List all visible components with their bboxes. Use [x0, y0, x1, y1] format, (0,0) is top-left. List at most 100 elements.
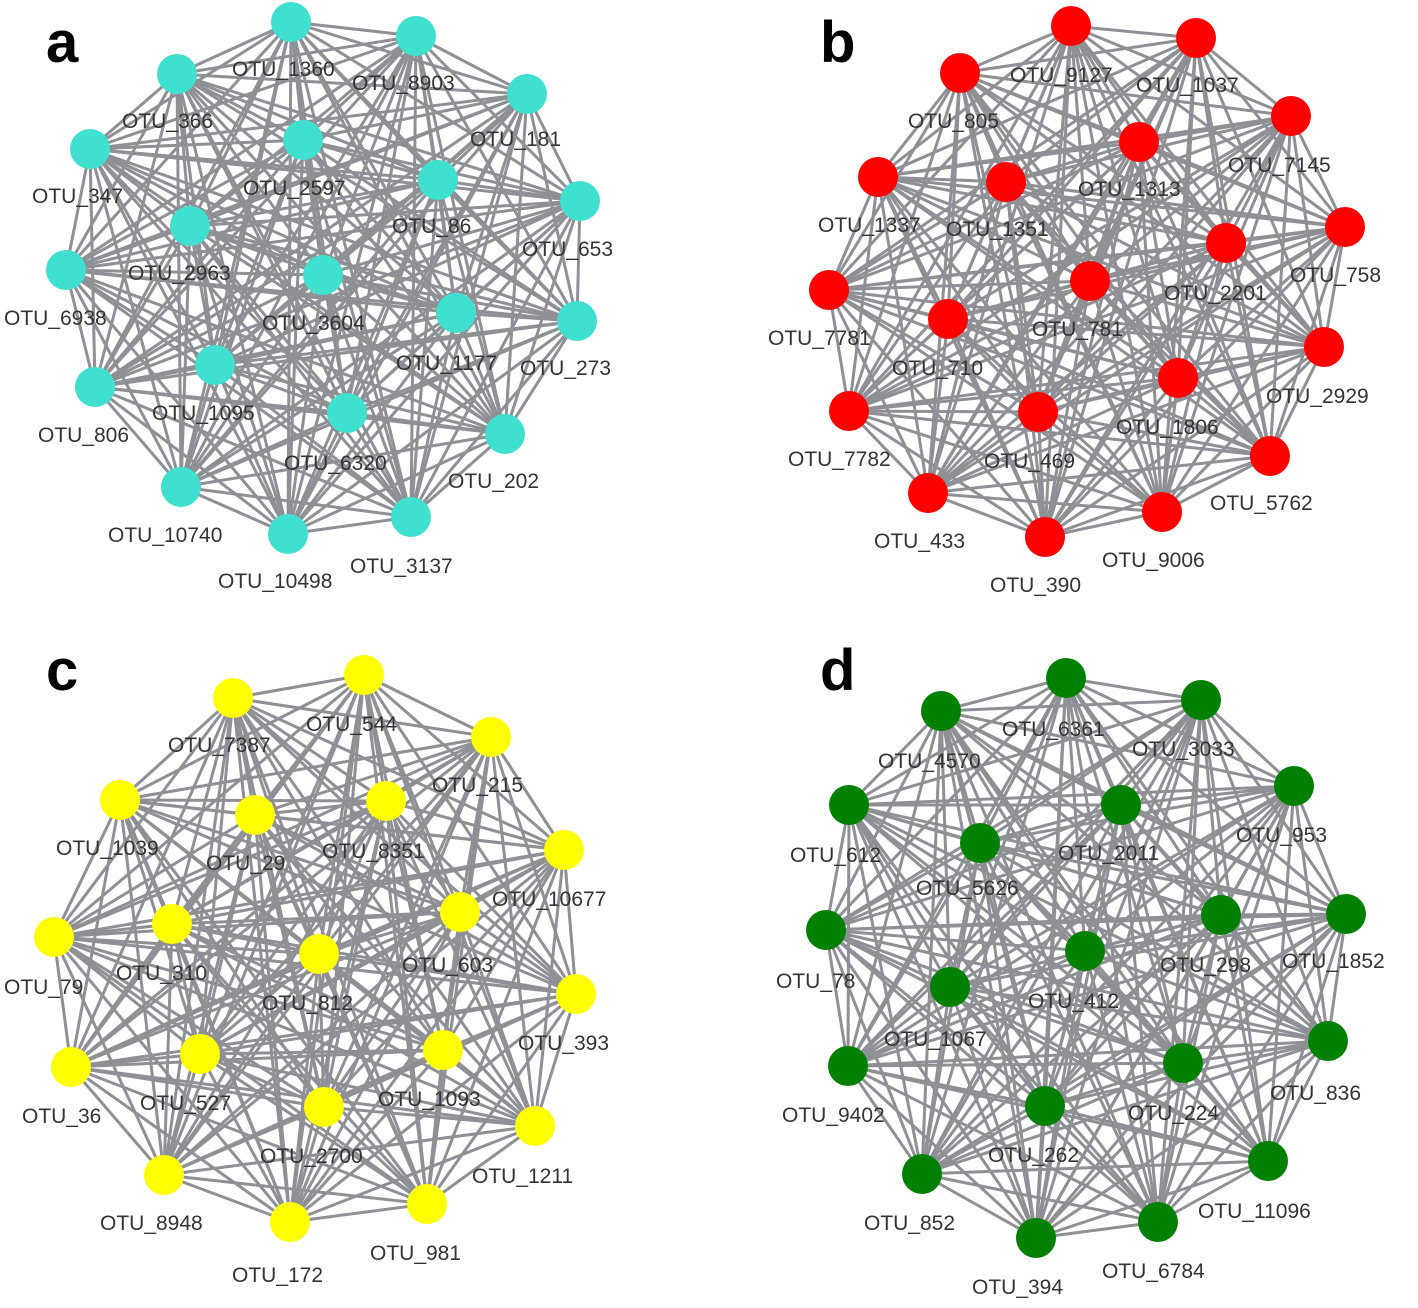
network-node: [1046, 658, 1086, 698]
network-edge: [179, 273, 325, 489]
network-node: [1119, 122, 1159, 162]
network-edge: [1043, 36, 1198, 539]
network-edge: [827, 288, 930, 495]
network-edge: [69, 922, 174, 1069]
network-edge: [920, 709, 943, 1176]
network-node: [1142, 492, 1182, 532]
node-label: OTU_1351: [946, 218, 1049, 241]
network-edge: [321, 273, 349, 415]
network-edge: [1004, 140, 1141, 184]
network-panel-c: OTU_544 OTU_7387 OTU_215 OTU_1039 OTU_29 OTU_…: [4, 638, 609, 1287]
node-label: OTU_9006: [1102, 549, 1205, 572]
network-edge: [288, 1048, 445, 1224]
network-edge: [876, 175, 1272, 458]
network-edge: [198, 952, 321, 1056]
network-edge: [1004, 180, 1047, 539]
network-edge: [1088, 279, 1326, 349]
node-label: OTU_5626: [916, 877, 1019, 900]
network-edge: [978, 841, 1348, 916]
network-edge: [52, 673, 366, 939]
network-edge: [317, 910, 462, 956]
network-edge: [847, 376, 1180, 413]
network-edge: [213, 363, 349, 415]
network-edge: [69, 952, 321, 1069]
network-edge: [1043, 1061, 1185, 1108]
network-node: [195, 345, 235, 385]
network-edge: [846, 985, 952, 1068]
network-edge: [198, 1048, 445, 1056]
network-edge: [958, 24, 1073, 75]
network-edge: [286, 515, 413, 536]
node-label: OTU_3604: [262, 312, 365, 335]
network-edge: [317, 952, 429, 1206]
network-edge: [847, 345, 1326, 413]
network-edge: [64, 268, 97, 389]
network-edge: [64, 147, 92, 272]
network-edge: [64, 268, 507, 436]
node-label: OTU_1037: [1136, 74, 1239, 97]
network-node: [928, 299, 968, 339]
network-edge: [188, 224, 217, 367]
network-edge: [824, 928, 1047, 1108]
network-node: [1016, 1218, 1056, 1258]
network-edge: [64, 224, 192, 272]
network-edge: [1064, 676, 1296, 788]
node-label: OTU_181: [470, 128, 561, 151]
network-node: [1051, 6, 1091, 46]
network-node: [471, 717, 511, 757]
network-node: [1138, 1202, 1178, 1242]
node-label: OTU_1852: [1282, 950, 1385, 973]
network-edge: [286, 199, 582, 536]
network-edge: [64, 34, 418, 272]
network-edge: [321, 273, 458, 315]
network-edge: [847, 803, 1348, 916]
network-edge: [52, 848, 566, 939]
network-edge: [170, 922, 445, 1052]
network-edge: [64, 268, 217, 367]
network-node: [544, 830, 584, 870]
network-edge: [824, 803, 851, 932]
network-edge: [162, 1105, 326, 1177]
network-edge: [93, 319, 579, 389]
network-edge: [454, 311, 579, 323]
network-edge: [425, 735, 493, 1206]
network-edge: [926, 225, 1347, 495]
edge-layer: [824, 676, 1348, 1240]
network-edge: [575, 199, 582, 323]
node-label: OTU_852: [864, 1212, 955, 1235]
network-node: [46, 250, 86, 290]
network-edge: [88, 147, 97, 389]
node-label: OTU_981: [370, 1242, 461, 1265]
network-edge: [847, 71, 962, 413]
network-edge: [288, 1124, 537, 1224]
node-label: OTU_806: [38, 424, 129, 447]
network-edge: [175, 34, 418, 76]
network-edge: [1036, 410, 1164, 514]
network-edge: [1219, 913, 1330, 1043]
network-edge: [93, 273, 325, 389]
network-edge: [1043, 376, 1180, 539]
network-edge: [362, 673, 566, 852]
network-node: [407, 1184, 447, 1224]
node-label: OTU_8948: [100, 1212, 203, 1235]
network-edge: [118, 798, 578, 996]
network-node: [1248, 1141, 1288, 1181]
node-layer: [34, 655, 596, 1242]
node-label: OTU_36: [22, 1105, 101, 1128]
network-node: [1250, 436, 1290, 476]
network-edge: [253, 799, 388, 817]
network-node: [1101, 785, 1141, 825]
network-edge: [1156, 1159, 1270, 1224]
network-edge: [939, 676, 1068, 713]
network-edge: [1266, 1039, 1330, 1163]
network-node: [51, 1047, 91, 1087]
network-edge: [876, 175, 1228, 245]
network-edge: [846, 1064, 1038, 1240]
node-label: OTU_2929: [1266, 385, 1369, 408]
panel-letter: a: [46, 10, 79, 75]
network-edge: [198, 1052, 537, 1128]
network-edge: [188, 224, 507, 436]
network-edge: [1119, 803, 1348, 916]
network-edge: [1176, 376, 1272, 458]
network-edge: [1088, 279, 1164, 514]
